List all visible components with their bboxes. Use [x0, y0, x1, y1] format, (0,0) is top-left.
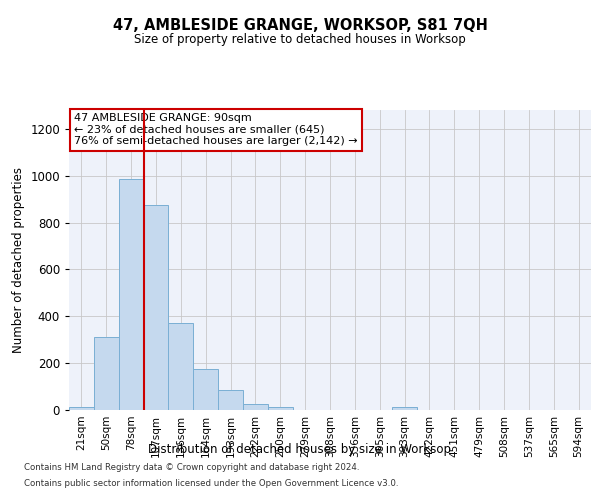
Bar — [218, 390, 243, 410]
Text: Size of property relative to detached houses in Worksop: Size of property relative to detached ho… — [134, 32, 466, 46]
Text: Contains public sector information licensed under the Open Government Licence v3: Contains public sector information licen… — [24, 478, 398, 488]
Bar — [119, 179, 143, 410]
Text: 47, AMBLESIDE GRANGE, WORKSOP, S81 7QH: 47, AMBLESIDE GRANGE, WORKSOP, S81 7QH — [113, 18, 487, 32]
Bar — [243, 404, 268, 410]
Y-axis label: Number of detached properties: Number of detached properties — [11, 167, 25, 353]
Bar — [392, 407, 417, 410]
Text: 47 AMBLESIDE GRANGE: 90sqm
← 23% of detached houses are smaller (645)
76% of sem: 47 AMBLESIDE GRANGE: 90sqm ← 23% of deta… — [74, 113, 358, 146]
Text: Distribution of detached houses by size in Worksop: Distribution of detached houses by size … — [149, 442, 452, 456]
Bar — [143, 205, 169, 410]
Bar — [94, 338, 119, 410]
Bar — [268, 407, 293, 410]
Bar — [69, 407, 94, 410]
Bar — [169, 324, 193, 410]
Text: Contains HM Land Registry data © Crown copyright and database right 2024.: Contains HM Land Registry data © Crown c… — [24, 464, 359, 472]
Bar — [193, 369, 218, 410]
